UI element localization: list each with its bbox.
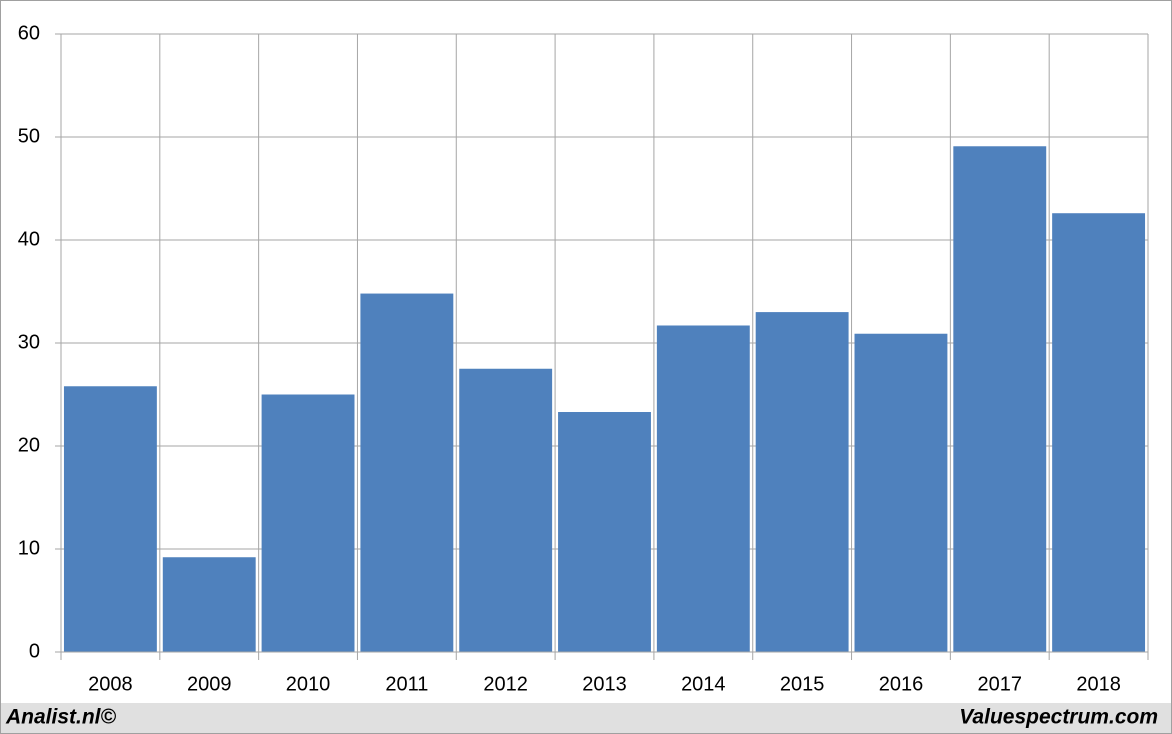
x-tick-label: 2017 [978,673,1023,695]
x-tick-label: 2014 [681,673,726,695]
footer-left: Analist.nl© [5,706,117,729]
y-tick-label: 40 [18,228,40,250]
bar [854,333,948,652]
y-tick-label: 30 [18,331,40,353]
y-tick-label: 20 [18,434,40,456]
x-tick-label: 2018 [1076,673,1121,695]
y-tick-label: 10 [18,537,40,559]
x-tick-label: 2009 [187,673,232,695]
x-tick-label: 2011 [385,673,428,695]
footer-right: Valuespectrum.com [959,706,1158,729]
footer-bar [1,703,1171,733]
x-tick-label: 2010 [286,673,331,695]
bar [656,325,750,652]
y-tick-label: 60 [18,22,40,44]
bar [1052,213,1146,652]
bar [558,412,651,652]
x-tick-label: 2013 [582,673,627,695]
bar [953,146,1047,652]
bar [459,368,553,652]
bar [755,312,849,652]
x-tick-label: 2016 [879,673,924,695]
x-tick-label: 2012 [483,673,528,695]
x-tick-label: 2015 [780,673,825,695]
y-tick-label: 0 [29,640,40,662]
y-tick-label: 50 [18,125,40,147]
bar [360,293,454,652]
bar [261,394,355,652]
bar [162,557,256,652]
bar [63,386,157,652]
x-tick-label: 2008 [88,673,133,695]
